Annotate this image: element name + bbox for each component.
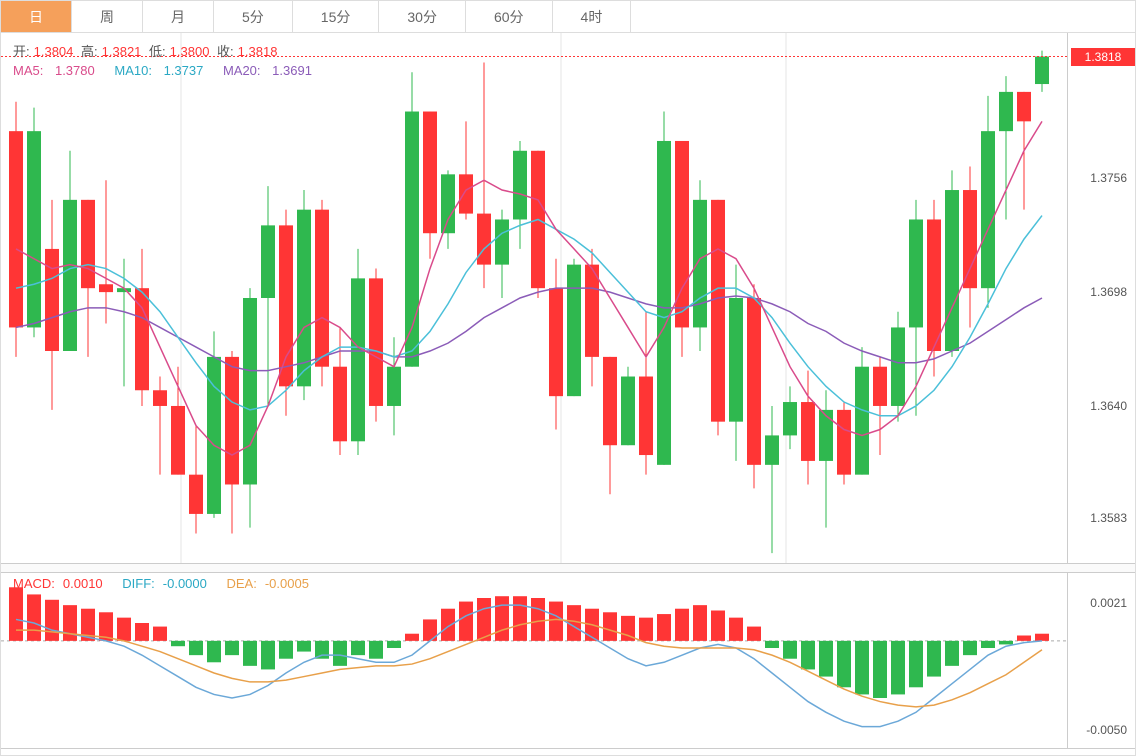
low-value: 1.3800 [170, 44, 210, 59]
ohlc-info: 开: 1.3804 高: 1.3821 低: 1.3800 收: 1.3818 MA5:… [13, 41, 328, 78]
tab-5分[interactable]: 5分 [214, 1, 293, 32]
macd-chart[interactable] [1, 573, 1067, 748]
ma5-label: MA5: [13, 63, 43, 78]
panel-divider[interactable] [1, 563, 1135, 573]
close-label: 收: [217, 44, 234, 59]
ma10-label: MA10: [114, 63, 152, 78]
tab-周[interactable]: 周 [72, 1, 143, 32]
macd-value: 0.0010 [63, 576, 103, 591]
macd-label: MACD: [13, 576, 55, 591]
ma20-label: MA20: [223, 63, 261, 78]
ytick-label: 1.3583 [1090, 511, 1127, 525]
tab-月[interactable]: 月 [143, 1, 214, 32]
ma20-value: 1.3691 [272, 63, 312, 78]
tab-4时[interactable]: 4时 [553, 1, 632, 32]
open-label: 开: [13, 44, 30, 59]
dea-value: -0.0005 [265, 576, 309, 591]
macd-yaxis: -0.0050 0.0021 [1067, 573, 1135, 748]
current-price-badge: 1.3818 [1071, 48, 1135, 66]
ytick-label: 1.3698 [1090, 285, 1127, 299]
close-value: 1.3818 [238, 44, 278, 59]
timeframe-tabs: 日周月5分15分30分60分4时 [1, 1, 1135, 33]
tab-30分[interactable]: 30分 [379, 1, 466, 32]
ytick-label: 1.3640 [1090, 399, 1127, 413]
ma10-value: 1.3737 [164, 63, 204, 78]
high-label: 高: [81, 44, 98, 59]
macd-info: MACD: 0.0010 DIFF: -0.0000 DEA: -0.0005 [13, 576, 325, 591]
open-value: 1.3804 [34, 44, 74, 59]
price-chart[interactable] [1, 33, 1067, 563]
tab-60分[interactable]: 60分 [466, 1, 553, 32]
ma5-value: 1.3780 [55, 63, 95, 78]
diff-label: DIFF: [122, 576, 155, 591]
tab-日[interactable]: 日 [1, 1, 72, 32]
diff-value: -0.0000 [163, 576, 207, 591]
tab-15分[interactable]: 15分 [293, 1, 380, 32]
ytick-label: 1.3756 [1090, 171, 1127, 185]
macd-ytick-label: 0.0021 [1090, 596, 1127, 610]
low-label: 低: [149, 44, 166, 59]
macd-ytick-label: -0.0050 [1086, 723, 1127, 737]
price-yaxis: 1.3583 1.3640 1.3698 1.3756 1.3818 [1067, 33, 1135, 563]
high-value: 1.3821 [102, 44, 142, 59]
dea-label: DEA: [227, 576, 257, 591]
